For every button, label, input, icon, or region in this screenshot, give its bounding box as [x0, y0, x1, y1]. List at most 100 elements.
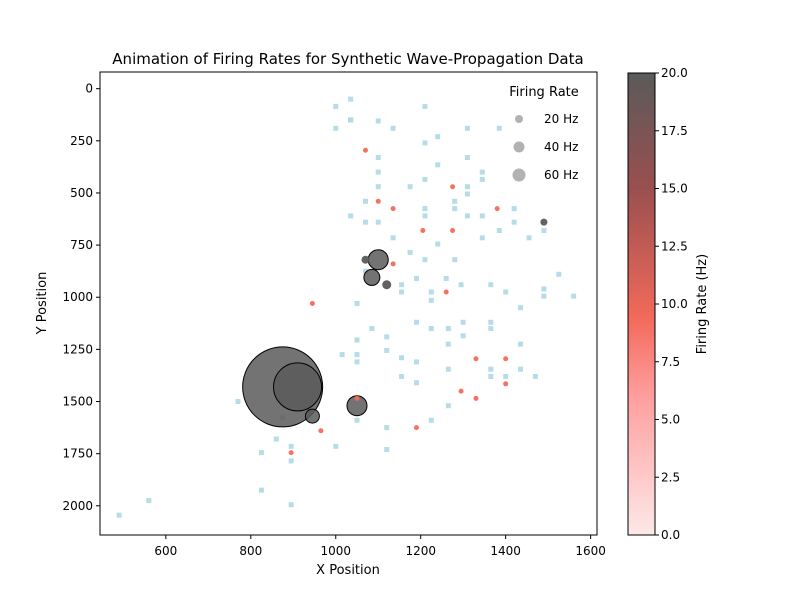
inactive-point [511, 206, 517, 212]
inactive-point [146, 498, 152, 504]
legend: Firing Rate 20 Hz 40 Hz 60 Hz [509, 85, 579, 182]
inactive-point [422, 206, 428, 212]
inactive-point [445, 326, 451, 332]
inactive-point [458, 282, 464, 288]
inactive-point [399, 282, 405, 288]
inactive-point [541, 293, 547, 299]
inactive-point [445, 341, 451, 347]
inactive-point [413, 359, 419, 365]
inactive-point [384, 446, 390, 452]
inactive-point [496, 228, 502, 234]
x-tick-label: 1400 [490, 544, 521, 558]
inactive-point [354, 417, 360, 423]
active-point [390, 261, 396, 267]
active-point [382, 280, 392, 290]
inactive-point [390, 235, 396, 241]
inactive-point [488, 326, 494, 332]
inactive-point [273, 436, 279, 442]
inactive-point [445, 403, 451, 409]
colorbar-ticks: 0.0 2.5 5.0 7.5 10.0 12.5 15.0 17.5 20.0 [655, 66, 688, 542]
active-point [473, 356, 479, 362]
legend-label: 40 Hz [544, 140, 578, 154]
active-point [363, 268, 381, 286]
x-tick-label: 1000 [320, 544, 351, 558]
inactive-point [348, 213, 354, 219]
plot-frame [99, 71, 598, 536]
inactive-point [407, 249, 413, 255]
colorbar-tick-label: 17.5 [661, 124, 688, 138]
inactive-point [435, 162, 441, 168]
y-tick-label: 1500 [62, 395, 93, 409]
inactive-point [460, 333, 466, 339]
active-point [420, 228, 426, 234]
inactive-point [422, 103, 428, 109]
inactive-point [503, 373, 509, 379]
legend-title: Firing Rate [509, 85, 579, 100]
active-point [494, 206, 500, 212]
colorbar-tick-label: 12.5 [661, 239, 688, 253]
scatter-points-layer [116, 96, 577, 518]
active-point [413, 425, 419, 431]
active-point [361, 255, 370, 264]
inactive-point [541, 286, 547, 292]
inactive-point [333, 125, 339, 131]
y-tick-label: 0 [85, 82, 93, 96]
inactive-point [422, 213, 428, 219]
y-tick-label: 1000 [62, 290, 93, 304]
legend-entries: 20 Hz 40 Hz 60 Hz [512, 112, 578, 182]
inactive-point [571, 293, 577, 299]
inactive-point [422, 257, 428, 263]
inactive-point [452, 206, 458, 212]
y-tick-label: 750 [70, 238, 93, 252]
inactive-point [399, 289, 405, 295]
active-point [367, 249, 389, 271]
inactive-point [479, 213, 485, 219]
active-point [540, 218, 548, 226]
inactive-point [556, 271, 562, 277]
inactive-point [464, 184, 470, 190]
inactive-point [526, 235, 532, 241]
colorbar-tick-label: 20.0 [661, 66, 688, 80]
inactive-point [464, 191, 470, 197]
active-point [443, 289, 449, 295]
inactive-point [428, 289, 434, 295]
inactive-point [452, 198, 458, 204]
inactive-point [435, 134, 441, 140]
inactive-point [362, 198, 368, 204]
active-point [354, 395, 360, 401]
active-point [503, 356, 509, 362]
inactive-point [339, 352, 345, 358]
inactive-point [375, 155, 381, 161]
active-point [288, 450, 294, 456]
inactive-point [235, 399, 241, 405]
active-point [390, 206, 396, 212]
colorbar-label: Firing Rate (Hz) [695, 254, 710, 354]
inactive-point [428, 417, 434, 423]
inactive-point [479, 235, 485, 241]
inactive-point [488, 319, 494, 325]
legend-marker [513, 141, 525, 153]
inactive-point [422, 176, 428, 182]
active-point [450, 184, 456, 190]
inactive-point [288, 458, 294, 464]
y-tick-label: 250 [70, 134, 93, 148]
inactive-point [354, 301, 360, 306]
inactive-point [399, 373, 405, 379]
inactive-point [362, 219, 368, 225]
inactive-point [116, 512, 122, 518]
inactive-point [532, 373, 538, 379]
inactive-point [496, 125, 502, 131]
colorbar-tick-label: 10.0 [661, 297, 688, 311]
inactive-point [369, 326, 375, 332]
inactive-point [375, 118, 381, 124]
inactive-point [503, 289, 509, 295]
legend-marker [515, 115, 523, 123]
inactive-point [488, 282, 494, 288]
inactive-point [518, 305, 524, 311]
colorbar-tick-label: 0.0 [661, 528, 680, 542]
x-axis-label: X Position [316, 563, 380, 578]
x-tick-label: 600 [154, 544, 177, 558]
inactive-point [488, 373, 494, 379]
inactive-point [479, 176, 485, 182]
